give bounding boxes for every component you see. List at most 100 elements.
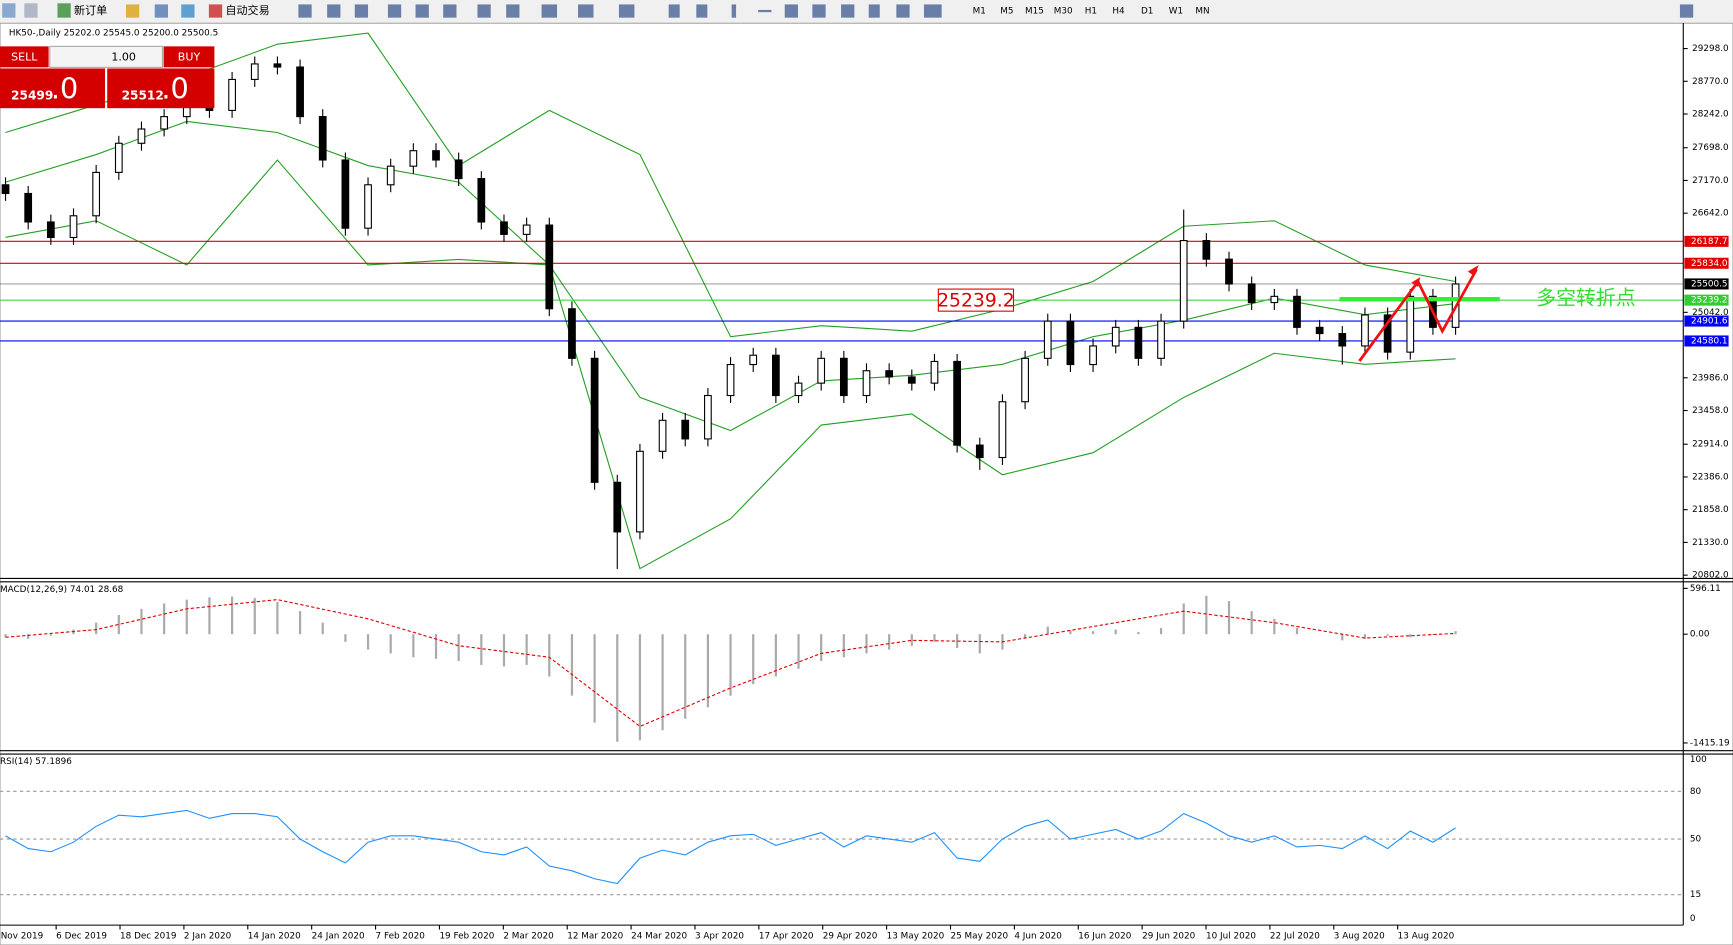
- icon[interactable]: [354, 4, 369, 18]
- new-order-icon[interactable]: [57, 3, 71, 18]
- icon[interactable]: [841, 4, 855, 18]
- icon[interactable]: [868, 4, 880, 18]
- candle-body: [749, 354, 758, 366]
- icon[interactable]: [668, 4, 680, 18]
- bid-main: 25499: [11, 89, 53, 103]
- bid-frac: .0: [51, 72, 78, 106]
- candle-body: [636, 450, 644, 533]
- icon[interactable]: [506, 4, 520, 18]
- candle-body: [681, 419, 690, 440]
- y-tick-label: 50: [1690, 835, 1702, 845]
- icon[interactable]: [443, 4, 457, 18]
- icon[interactable]: [298, 4, 312, 18]
- sell-label[interactable]: SELL: [11, 50, 38, 63]
- candle-body: [839, 357, 848, 397]
- candle-body: [137, 128, 146, 144]
- candle-body: [1021, 357, 1029, 403]
- y-tick-label: 28242.0: [1692, 110, 1729, 120]
- timeframe-button[interactable]: H1: [1085, 7, 1097, 17]
- candle-body: [477, 178, 486, 223]
- buy-button[interactable]: [163, 46, 215, 68]
- timeframe-button[interactable]: H4: [1112, 7, 1125, 17]
- auto-trading-icon[interactable]: [208, 4, 223, 18]
- x-tick-label: 13 May 2020: [887, 932, 945, 942]
- candle-body: [24, 192, 33, 223]
- icon[interactable]: [125, 4, 140, 18]
- candle-body: [1, 184, 10, 195]
- price-label: 25239.2: [1691, 296, 1728, 306]
- timeframe-button[interactable]: M15: [1025, 7, 1044, 17]
- level-box: [937, 288, 1015, 312]
- arrow-head: [1467, 264, 1479, 276]
- ask-frac: .0: [161, 72, 188, 106]
- candle-body: [704, 394, 712, 440]
- icon[interactable]: [181, 4, 195, 18]
- timeframe-button[interactable]: W1: [1169, 7, 1183, 17]
- candle-body: [998, 401, 1007, 459]
- candle-body: [386, 165, 395, 186]
- icon[interactable]: [923, 4, 942, 18]
- lot-value[interactable]: 1.00: [111, 50, 136, 63]
- candle-body: [522, 224, 531, 235]
- timeframe-button[interactable]: M1: [973, 7, 986, 17]
- icon[interactable]: [784, 4, 798, 18]
- candle-body: [273, 63, 282, 68]
- y-tick-label: 26642.0: [1692, 209, 1729, 219]
- new-order[interactable]: 新订单: [74, 3, 107, 17]
- icon[interactable]: [415, 4, 429, 18]
- icon[interactable]: [618, 4, 635, 18]
- candle-body: [250, 63, 259, 80]
- x-tick-label: 29 Jun 2020: [1142, 932, 1196, 942]
- toolbar-bg: [0, 0, 1733, 23]
- icon[interactable]: [541, 4, 558, 18]
- x-tick-label: 2 Jan 2020: [184, 932, 232, 942]
- candle-body: [772, 354, 780, 397]
- icon[interactable]: [758, 9, 772, 13]
- auto-trading[interactable]: 自动交易: [225, 3, 269, 17]
- x-tick-label: 12 Mar 2020: [567, 932, 623, 942]
- icon[interactable]: [327, 4, 341, 18]
- icon[interactable]: [2, 3, 16, 18]
- icon[interactable]: [578, 4, 594, 18]
- icon[interactable]: [696, 4, 708, 18]
- ask-box[interactable]: [107, 68, 215, 109]
- bid-box[interactable]: [0, 68, 105, 109]
- candle-body: [228, 78, 236, 111]
- buy-label[interactable]: BUY: [178, 50, 201, 63]
- x-tick-label: 19 Feb 2020: [439, 932, 494, 942]
- search-icon[interactable]: [1679, 4, 1694, 18]
- icon[interactable]: [387, 4, 402, 18]
- candle-body: [862, 370, 871, 397]
- candle-body: [1043, 320, 1052, 359]
- level-label: 25239.2: [937, 291, 1015, 312]
- y-tick-label: 80: [1690, 787, 1702, 797]
- y-tick-label: 27698.0: [1692, 143, 1729, 153]
- red-arrow: [1358, 268, 1478, 362]
- icon[interactable]: [812, 4, 826, 18]
- x-tick-label: 14 Jan 2020: [248, 932, 301, 942]
- candle-body: [1179, 240, 1188, 322]
- y-tick-label: -1415.19: [1690, 738, 1730, 748]
- icon[interactable]: [477, 4, 491, 18]
- lot-field[interactable]: [49, 45, 164, 68]
- timeframe-button[interactable]: MN: [1195, 7, 1209, 17]
- timeframe-button[interactable]: D1: [1141, 7, 1153, 17]
- price-label: 25834.0: [1691, 259, 1728, 269]
- candle-body: [1225, 258, 1233, 285]
- sell-button[interactable]: [0, 46, 49, 68]
- x-tick-label: 17 Apr 2020: [759, 932, 814, 942]
- icon[interactable]: [154, 4, 168, 18]
- x-tick-label: 13 Aug 2020: [1398, 932, 1455, 942]
- candle-body: [885, 370, 894, 378]
- icon[interactable]: [896, 4, 910, 18]
- candle-body: [794, 382, 803, 397]
- candle-body: [613, 481, 622, 533]
- candle-body: [318, 116, 327, 161]
- timeframe-button[interactable]: M5: [1000, 7, 1013, 17]
- icon[interactable]: [24, 3, 38, 18]
- y-tick-label: 15: [1690, 890, 1701, 900]
- timeframe-button[interactable]: M30: [1054, 7, 1073, 17]
- icon[interactable]: [731, 4, 737, 18]
- candle-body: [1157, 320, 1165, 359]
